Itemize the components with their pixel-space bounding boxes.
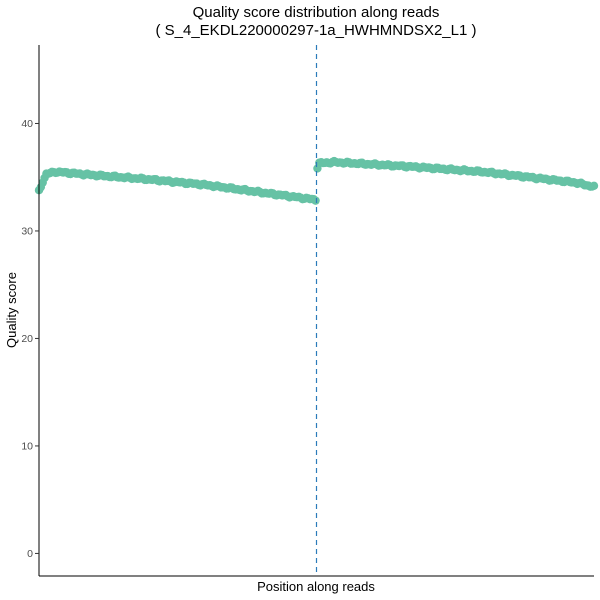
x-axis-label: Position along reads <box>257 579 375 594</box>
y-tick-label: 30 <box>21 226 33 238</box>
y-axis-ticks: 0 10 20 30 40 <box>21 118 39 560</box>
y-tick-label: 10 <box>21 441 33 453</box>
y-tick-label: 40 <box>21 118 33 130</box>
y-tick-label: 20 <box>21 333 33 345</box>
quality-point <box>311 196 320 205</box>
chart-title: Quality score distribution along reads <box>193 4 440 21</box>
data-points <box>34 156 599 205</box>
y-tick-label: 0 <box>27 548 33 560</box>
quality-point <box>589 181 599 190</box>
chart-subtitle: ( S_4_EKDL220000297-1a_HWHMNDSX2_L1 ) <box>155 22 476 39</box>
y-axis-label: Quality score <box>4 272 19 348</box>
